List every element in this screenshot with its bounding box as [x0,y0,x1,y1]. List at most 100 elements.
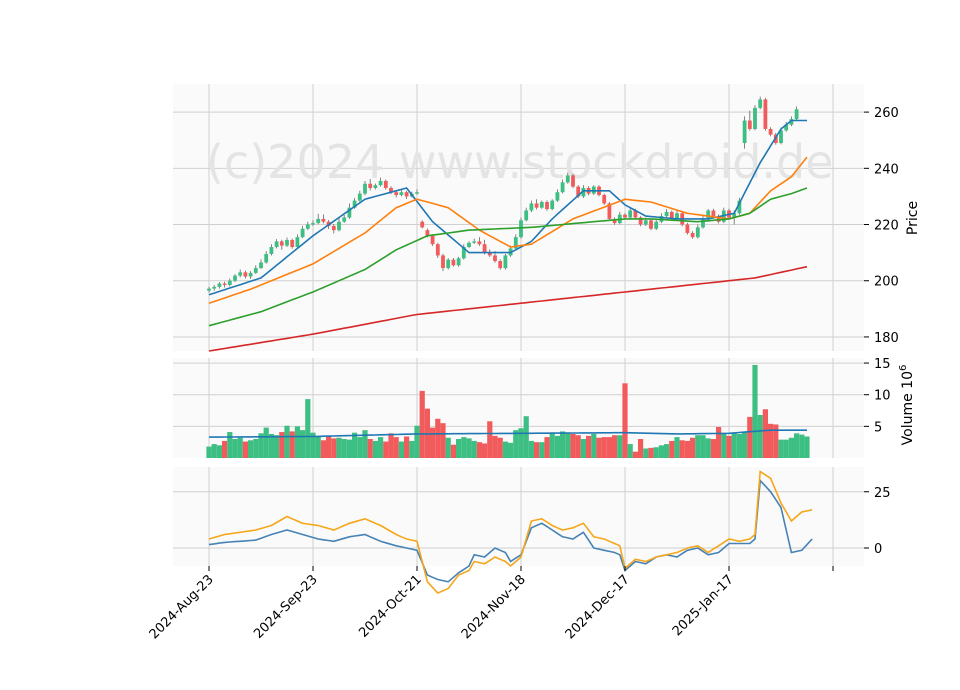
candle-body [550,200,555,210]
volume-bar [357,437,363,458]
volume-bar [513,430,519,458]
volume-bar [352,432,358,458]
volume-bar [534,442,540,458]
volume-bar [690,437,696,458]
candle-body [290,239,295,248]
volume-bar [549,433,555,458]
candle-body [794,109,799,120]
candle-body [623,214,627,218]
candle-body [732,213,737,218]
volume-bar [331,438,337,458]
candle-body [357,193,362,201]
volume-axis: 5 10 15 [864,357,891,435]
candle-body [415,192,419,194]
candle-body [581,187,586,197]
candle-body [326,221,331,226]
candle-body [685,224,690,233]
volume-bar [794,433,800,458]
candle-body [498,261,503,269]
volume-bar [643,448,649,458]
price-panel: (c)2024 www.stockdroid.de 180 200 220 240 26… [173,84,921,352]
volume-bar [586,435,592,458]
volume-bar [565,432,571,458]
volume-bar [471,440,477,458]
candle-body [784,124,789,131]
volume-panel: 5 10 15 Volume 106 [173,357,916,458]
volume-axis-label: Volume 106 [898,365,916,446]
y-tick-label: 25 [874,486,891,501]
candle-body [389,187,393,193]
volume-bar [773,424,779,458]
volume-bar [617,435,623,458]
volume-bar [268,433,274,458]
candle-body [347,207,352,218]
volume-bar [222,440,228,458]
volume-bar [726,435,732,458]
candle-body [461,247,466,259]
candle-body [742,120,747,144]
moving-average-line [208,119,807,296]
candle-body [503,255,508,269]
candle-body [789,119,794,125]
volume-bar [716,426,722,458]
volume-bar [710,439,716,458]
candle-body [545,202,549,210]
volume-bar [523,416,529,458]
candle-body [472,241,477,243]
candle-body [493,255,497,262]
candle-body [430,235,435,245]
volume-bar [482,443,488,458]
volume-bar [695,435,701,458]
candle-body [524,210,529,221]
volume-bar [752,364,758,458]
volume-bar [627,444,633,458]
volume-bar [721,433,727,458]
candle-body [633,210,638,218]
candle-body [607,203,612,219]
candle-body [331,225,336,231]
indicator-grid [173,467,864,566]
volume-bar [508,442,514,458]
candle-body [779,130,783,144]
volume-bar [258,433,264,458]
volume-bar [305,399,311,458]
candle-body [222,283,227,285]
candle-body [253,268,258,273]
candle-body [399,192,404,196]
volume-bar [575,435,581,458]
volume-bar [669,440,675,458]
volume-average-line [209,429,807,438]
candle-body [342,217,347,222]
y-tick-label: 5 [874,420,882,435]
volume-bar [492,435,498,458]
volume-axis-label-text: Volume 10 [900,371,916,445]
volume-bar [622,383,628,458]
volume-average-path [209,429,807,438]
moving-average-line [208,187,808,327]
candle-body [269,247,274,255]
volume-bar [398,441,404,458]
volume-bar [778,439,784,458]
volume-bar [430,427,436,458]
candle-body [768,128,773,135]
volume-bar [237,437,243,458]
volume-bar [300,430,306,458]
volume-bar [596,437,602,458]
volume-bar [736,433,742,458]
y-tick-label: 10 [874,389,891,404]
volume-bar [560,431,566,458]
volume-bar [487,421,493,458]
candle-body [487,252,492,256]
y-tick-label: 240 [874,162,899,177]
volume-bar [450,444,456,458]
candle-body [378,180,383,186]
candle-body [737,200,742,214]
volume-bar [606,437,612,458]
candle-body [716,216,721,222]
volume-bar [388,433,394,458]
volume-bar [570,433,576,458]
volume-bar [518,428,524,458]
volume-bar [248,440,254,458]
indicator-lines [208,470,813,594]
volume-bar [679,440,685,458]
